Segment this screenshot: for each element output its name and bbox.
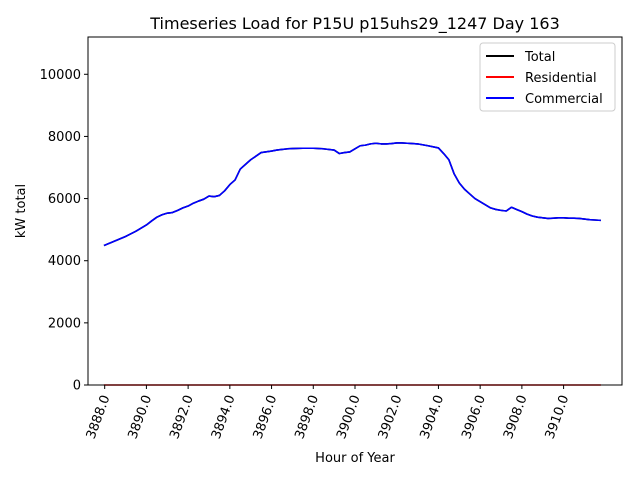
x-axis-label: Hour of Year <box>315 451 395 466</box>
chart-title: Timeseries Load for P15U p15uhs29_1247 D… <box>149 14 560 34</box>
legend-label-residential: Residential <box>525 71 597 86</box>
series-line-commercial <box>103 142 601 247</box>
y-tick-label: 2000 <box>48 316 81 331</box>
y-tick-label: 10000 <box>40 68 81 83</box>
legend-label-commercial: Commercial <box>525 92 603 107</box>
legend: Total Residential Commercial <box>479 42 616 112</box>
y-tick-label: 6000 <box>48 192 81 207</box>
y-axis-label: kW total <box>14 184 29 238</box>
legend-frame <box>479 42 616 112</box>
y-tick-label: 8000 <box>48 130 81 145</box>
y-tick-label: 0 <box>73 379 81 394</box>
legend-label-total: Total <box>524 50 555 65</box>
y-tick-label: 4000 <box>48 254 81 269</box>
